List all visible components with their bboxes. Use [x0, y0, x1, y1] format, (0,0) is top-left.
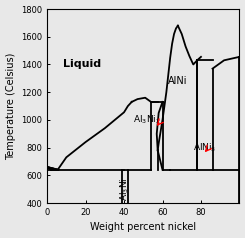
Text: Liquid: Liquid [63, 60, 101, 69]
Text: Al$_3$Ni$_2$: Al$_3$Ni$_2$ [133, 114, 161, 126]
Text: AlNi$_3$: AlNi$_3$ [193, 141, 217, 154]
Text: Al$_3$Ni: Al$_3$Ni [119, 178, 131, 201]
X-axis label: Weight percent nickel: Weight percent nickel [90, 223, 196, 233]
Y-axis label: Temperature (Celsius): Temperature (Celsius) [6, 52, 15, 160]
Text: AlNi: AlNi [168, 76, 188, 86]
